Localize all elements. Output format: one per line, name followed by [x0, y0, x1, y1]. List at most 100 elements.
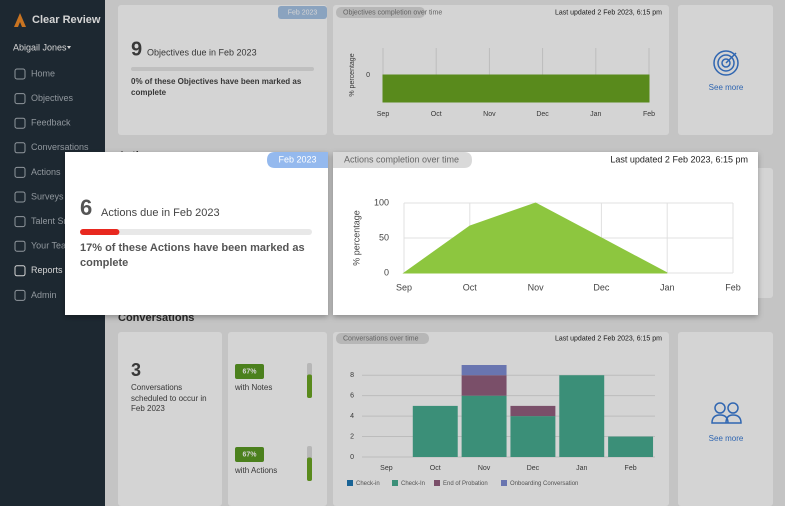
- nav-item[interactable]: Talent Snapshot: [31, 216, 96, 226]
- progress-track: [131, 67, 314, 71]
- y-tick-label: 2: [350, 433, 354, 440]
- y-tick-label: 100: [374, 197, 389, 207]
- nav-item[interactable]: Objectives: [31, 93, 74, 103]
- nav-icon: [14, 265, 26, 277]
- stat-badge: [235, 364, 264, 379]
- nav-item[interactable]: Feedback: [31, 118, 71, 128]
- period-tag: [267, 152, 328, 168]
- last-updated: Last updated 2 Feb 2023, 6:15 pm: [555, 9, 662, 16]
- nav-icon: [14, 142, 26, 154]
- card: [678, 332, 773, 506]
- count: 3: [131, 360, 141, 380]
- nav-icon: [14, 240, 26, 252]
- count: 9: [131, 38, 142, 60]
- legend-label[interactable]: Check-in: [356, 481, 380, 487]
- chart-title: Objectives completion over time: [343, 9, 442, 16]
- nav-item[interactable]: Admin: [31, 290, 57, 300]
- x-tick-label: Feb: [643, 111, 655, 118]
- bar-segment: [461, 395, 507, 457]
- progress-fill: [80, 229, 120, 235]
- stat-label: with Actions: [234, 466, 277, 475]
- x-tick-label: Jan: [576, 465, 587, 472]
- count: 6: [80, 195, 92, 220]
- bar-segment: [412, 405, 458, 457]
- bar-segment: [510, 405, 556, 417]
- x-tick-label: Nov: [528, 282, 545, 292]
- period-tag: [278, 6, 327, 19]
- x-tick-label: Dec: [536, 111, 549, 118]
- nav-item[interactable]: Surveys: [31, 191, 64, 201]
- nav-icon: [14, 216, 26, 228]
- x-tick-label: Oct: [431, 111, 442, 118]
- nav-icon: [14, 289, 26, 301]
- nav-item[interactable]: Home: [31, 68, 55, 78]
- stat-value: 67%: [242, 451, 257, 458]
- stat-label: with Notes: [234, 383, 272, 392]
- x-tick-label: Jan: [660, 282, 675, 292]
- y-tick-label: 4: [350, 413, 354, 420]
- summary-box: 17% of these Actions have been marked as…: [80, 242, 305, 269]
- user-name[interactable]: Abigail Jones: [13, 42, 67, 52]
- x-tick-label: Oct: [463, 282, 478, 292]
- y-tick-label: 8: [350, 372, 354, 379]
- legend-swatch: [392, 480, 398, 486]
- nav-icon: [14, 117, 26, 129]
- legend-label[interactable]: Onboarding Conversation: [510, 481, 578, 487]
- nav-item[interactable]: Actions: [31, 167, 61, 177]
- x-tick-label: Sep: [396, 282, 412, 292]
- card: [678, 5, 773, 135]
- chart-title: Conversations over time: [343, 335, 419, 342]
- x-tick-label: Sep: [380, 465, 393, 472]
- target-icon: [725, 52, 737, 64]
- summary: 0% of these Objectives have been marked …: [131, 77, 302, 97]
- period-tag-label: Feb 2023: [278, 154, 316, 164]
- area: [382, 74, 650, 103]
- chart-title: Actions completion over time: [344, 154, 459, 164]
- x-tick-label: Feb: [725, 282, 741, 292]
- bar-segment: [510, 416, 556, 457]
- bar-segment: [608, 436, 654, 457]
- x-tick-label: Feb: [625, 465, 637, 472]
- nav-icon: [14, 166, 26, 178]
- count-label: Objectives due in Feb 2023: [147, 47, 257, 57]
- people-icon: [727, 402, 739, 414]
- x-tick-label: Dec: [527, 465, 540, 472]
- bar-segment: [559, 375, 605, 457]
- count-label: Conversations scheduled to occur in Feb …: [131, 383, 207, 413]
- y-axis-label: % percentage: [349, 53, 356, 96]
- y-axis-label: % percentage: [351, 210, 361, 266]
- card: [118, 332, 222, 506]
- chart-tab: [336, 333, 429, 344]
- see-more[interactable]: See more: [709, 83, 744, 92]
- chart-tab: [333, 152, 472, 168]
- nav-icon: [14, 68, 26, 80]
- user-caret: [67, 46, 71, 49]
- nav-item[interactable]: Conversations: [31, 142, 89, 152]
- brand: Clear Review: [32, 14, 101, 26]
- count-label-box: Conversations scheduled to occur in Feb …: [131, 383, 207, 413]
- area: [402, 202, 668, 274]
- y-tick-label: 0: [350, 454, 354, 461]
- legend-label[interactable]: Check-In: [401, 481, 425, 487]
- last-updated: Last updated 2 Feb 2023, 6:15 pm: [555, 335, 662, 342]
- see-more[interactable]: See more: [709, 434, 744, 443]
- stat-badge: [235, 447, 264, 462]
- x-tick-label: Nov: [478, 465, 491, 472]
- x-tick-label: Nov: [483, 111, 496, 118]
- legend-swatch: [347, 480, 353, 486]
- logo: [14, 13, 26, 27]
- nav-item[interactable]: Reports: [31, 265, 63, 275]
- nav-item[interactable]: Your Team: [31, 241, 74, 251]
- count-label: Actions due in Feb 2023: [101, 207, 220, 219]
- period-tag-label: Feb 2023: [288, 9, 318, 16]
- y-tick-label: 0: [366, 72, 370, 79]
- legend-label[interactable]: End of Probation: [443, 481, 488, 487]
- people-icon: [711, 414, 742, 424]
- y-tick-label: 50: [379, 232, 389, 242]
- x-tick-label: Dec: [593, 282, 610, 292]
- stat-fill: [307, 457, 312, 481]
- nav-icon: [14, 93, 26, 105]
- chart-tab: [336, 7, 425, 18]
